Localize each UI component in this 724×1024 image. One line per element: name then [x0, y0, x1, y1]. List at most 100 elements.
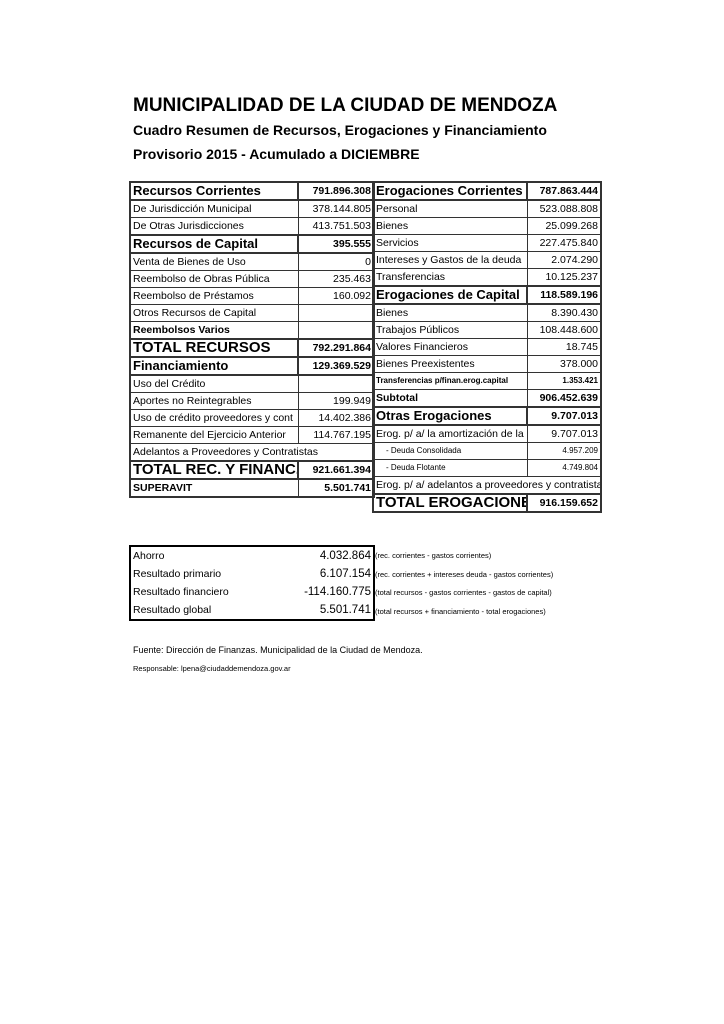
row-value: 378.144.805: [297, 199, 375, 218]
left-table-row: Reembolsos Varios: [129, 321, 375, 340]
right-table-row: Otras Erogaciones 9.707.013: [372, 406, 602, 426]
left-table-row: Adelantos a Proveedores y Contratistas: [129, 443, 375, 462]
row-value: 523.088.808: [526, 199, 602, 218]
row-value: 378.000: [526, 355, 602, 373]
summary-formula-note: (total recursos - gastos corrientes - ga…: [375, 588, 552, 597]
right-table-row: Erog. p/ a/ adelantos a proveedores y co…: [372, 476, 602, 495]
right-table-row: TOTAL EROGACIONES 916.159.652: [372, 493, 602, 513]
row-value: 160.092: [297, 287, 375, 305]
left-table-row: TOTAL REC. Y FINANC. 921.661.394: [129, 460, 375, 480]
row-value: 118.589.196: [526, 285, 602, 305]
row-label: Uso del Crédito: [129, 374, 299, 393]
page-title: MUNICIPALIDAD DE LA CIUDAD DE MENDOZA: [133, 95, 558, 116]
row-value: [297, 374, 375, 393]
row-label: Transferencias: [372, 268, 528, 287]
row-value: 921.661.394: [297, 460, 375, 480]
right-table-row: Bienes 25.099.268: [372, 217, 602, 235]
row-label: Erog. p/ a/ la amortización de la deuda …: [372, 424, 528, 443]
row-label: Remanente del Ejercicio Anterior: [129, 426, 299, 444]
left-table-row: Reembolso de Préstamos 160.092: [129, 287, 375, 305]
row-label: De Jurisdicción Municipal: [129, 199, 299, 218]
left-table-row: De Otras Jurisdicciones 413.751.503: [129, 217, 375, 236]
left-table-row: Uso de crédito proveedores y cont 14.402.…: [129, 409, 375, 427]
source-note: Fuente: Dirección de Finanzas. Municipal…: [133, 645, 423, 655]
summary-formula-note: (rec. corrientes + intereses deuda - gas…: [375, 569, 554, 579]
row-label: Otras Erogaciones: [372, 406, 528, 426]
row-label: Otros Recursos de Capital: [129, 304, 299, 322]
row-label: Subtotal: [372, 389, 528, 408]
row-label: Bienes: [372, 303, 528, 322]
row-label: Recursos Corrientes: [129, 181, 299, 201]
row-value: 9.707.013: [526, 406, 602, 426]
row-value: 792.291.864: [297, 338, 375, 358]
row-label: Trabajos Públicos: [372, 321, 528, 339]
row-value: 25.099.268: [526, 217, 602, 235]
row-label: De Otras Jurisdicciones: [129, 217, 299, 236]
row-label: Bienes Preexistentes: [372, 355, 528, 373]
row-value: 4.957.209: [526, 442, 602, 460]
row-label: Bienes: [372, 217, 528, 235]
row-label: Adelantos a Proveedores y Contratistas: [129, 443, 375, 462]
row-label: Servicios: [372, 234, 528, 252]
summary-formula-note: (rec. corrientes - gastos corrientes): [375, 551, 492, 560]
row-label: Intereses y Gastos de la deuda: [372, 251, 528, 269]
row-label: Reembolsos Varios: [129, 321, 299, 340]
left-table-row: Otros Recursos de Capital: [129, 304, 375, 322]
left-table-row: Remanente del Ejercicio Anterior 114.767.…: [129, 426, 375, 444]
right-table-row: Erogaciones de Capital 118.589.196: [372, 285, 602, 305]
row-label: Erogaciones de Capital: [372, 285, 528, 305]
row-value: 114.767.195: [297, 426, 375, 444]
row-value: 108.448.600: [526, 321, 602, 339]
summary-formula-note: (total recursos + financiamiento - total…: [375, 606, 546, 616]
resources-table: Recursos Corrientes 791.896.308 De Jurisdi…: [129, 181, 375, 498]
row-value: 18.745: [526, 338, 602, 356]
row-value: 199.949: [297, 392, 375, 410]
right-table-row: Transferencias 10.125.237: [372, 268, 602, 287]
row-label: SUPERAVIT: [129, 478, 299, 498]
right-table-row: Valores Financieros 18.745: [372, 338, 602, 356]
page-subtitle: Cuadro Resumen de Recursos, Erogaciones …: [133, 122, 547, 138]
row-value: 129.369.529: [297, 356, 375, 376]
summary-label: Resultado primario: [133, 568, 222, 580]
right-table-row: Personal 523.088.808: [372, 199, 602, 218]
left-table-row: Aportes no Reintegrables 199.949: [129, 392, 375, 410]
left-table-row: TOTAL RECURSOS 792.291.864: [129, 338, 375, 358]
row-label: Recursos de Capital: [129, 234, 299, 254]
row-value: 1.353.421: [526, 372, 602, 390]
row-value: [297, 304, 375, 322]
row-label: TOTAL EROGACIONES: [372, 493, 528, 513]
summary-row: Ahorro 4.032.864: [130, 546, 374, 565]
row-value: 4.749.804: [526, 459, 602, 477]
right-table-row: Trabajos Públicos 108.448.600: [372, 321, 602, 339]
right-table-row: - Deuda Consolidada 4.957.209: [372, 442, 602, 460]
right-table-row: Transferencias p/finan.erog.capital 1.353…: [372, 372, 602, 390]
row-value: [297, 321, 375, 340]
right-table-row: Erogaciones Corrientes 787.863.444: [372, 181, 602, 201]
row-label: Erog. p/ a/ adelantos a proveedores y co…: [372, 476, 602, 495]
row-label: - Deuda Consolidada: [372, 442, 528, 460]
left-table-row: Recursos Corrientes 791.896.308: [129, 181, 375, 201]
row-label: Aportes no Reintegrables: [129, 392, 299, 410]
summary-value: 5.501.741: [319, 604, 371, 616]
right-table-row: Servicios 227.475.840: [372, 234, 602, 252]
summary-value: 6.107.154: [319, 568, 371, 580]
right-table-row: Bienes Preexistentes 378.000: [372, 355, 602, 373]
right-table-row: - Deuda Flotante 4.749.804: [372, 459, 602, 477]
left-table-row: Uso del Crédito: [129, 374, 375, 393]
left-table-row: Financiamiento 129.369.529: [129, 356, 375, 376]
period-label: Provisorio 2015 - Acumulado a DICIEMBRE: [133, 146, 420, 162]
row-value: 0: [297, 252, 375, 271]
right-table-row: Erog. p/ a/ la amortización de la deuda …: [372, 424, 602, 443]
row-value: 791.896.308: [297, 181, 375, 201]
right-table-row: Intereses y Gastos de la deuda 2.074.290: [372, 251, 602, 269]
summary-label: Ahorro: [133, 550, 165, 562]
left-table-row: Reembolso de Obras Pública 235.463: [129, 270, 375, 288]
row-label: Venta de Bienes de Uso: [129, 252, 299, 271]
left-table-row: Recursos de Capital 395.555: [129, 234, 375, 254]
row-value: 235.463: [297, 270, 375, 288]
row-value: 10.125.237: [526, 268, 602, 287]
row-value: 2.074.290: [526, 251, 602, 269]
row-value: 395.555: [297, 234, 375, 254]
left-table-row: De Jurisdicción Municipal 378.144.805: [129, 199, 375, 218]
row-label: Reembolso de Préstamos: [129, 287, 299, 305]
